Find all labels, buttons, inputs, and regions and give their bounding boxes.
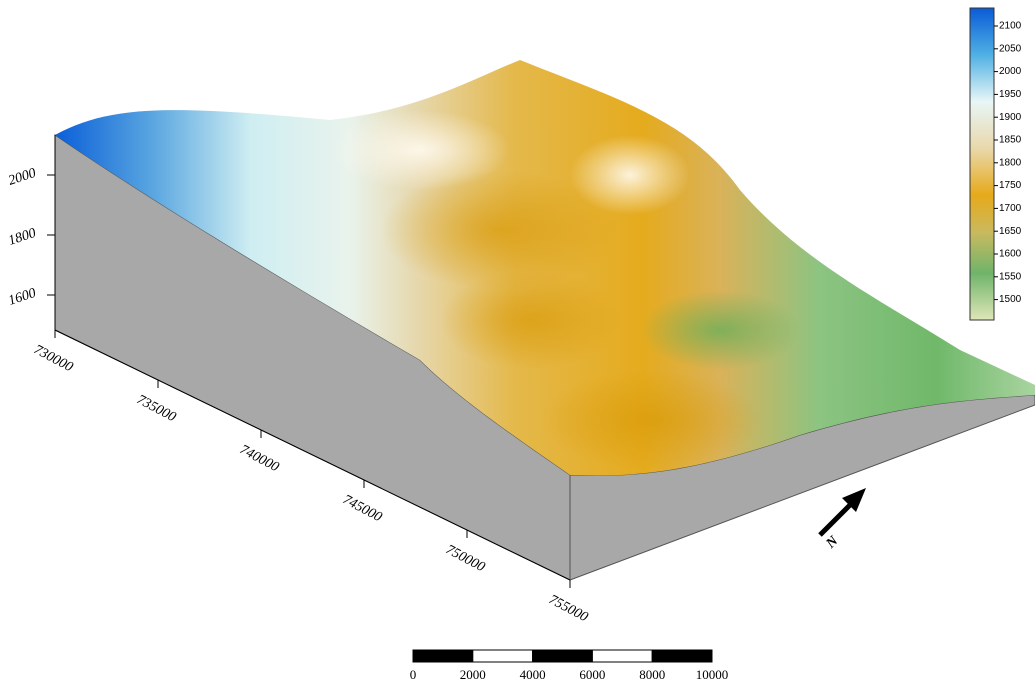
legend-label: 2000 (999, 66, 1022, 77)
easting-label: 745000 (340, 492, 384, 525)
legend-label: 1750 (999, 180, 1022, 191)
elevation-label: 2000 (7, 166, 38, 189)
scale-label: 10000 (696, 667, 729, 682)
easting-label: 755000 (546, 592, 590, 625)
easting-label: 735000 (134, 392, 178, 425)
scale-segment (473, 650, 533, 662)
legend-label: 1850 (999, 135, 1022, 146)
scale-label: 6000 (579, 667, 605, 682)
legend-label: 1500 (999, 294, 1022, 305)
terrain-map: 2100 2050 2000 1950 1900 1850 1800 1750 1700 1650… (0, 0, 1035, 685)
north-label: N (823, 533, 842, 552)
scale-bar: 0 2000 4000 6000 8000 10000 (410, 650, 729, 682)
easting-label: 730000 (31, 342, 75, 375)
color-legend: 2100 2050 2000 1950 1900 1850 1800 1750 1700 1650… (970, 8, 1022, 320)
legend-label: 1700 (999, 203, 1022, 214)
legend-label: 2100 (999, 21, 1022, 32)
easting-label: 740000 (237, 442, 281, 475)
legend-label: 1650 (999, 226, 1022, 237)
elevation-label: 1800 (7, 226, 38, 249)
legend-label: 1550 (999, 271, 1022, 282)
scale-label: 0 (410, 667, 417, 682)
legend-label: 1600 (999, 249, 1022, 260)
elevation-label: 1600 (7, 286, 38, 309)
scale-segment (592, 650, 652, 662)
scale-label: 8000 (639, 667, 665, 682)
legend-label: 1950 (999, 89, 1022, 100)
scale-segment (413, 650, 473, 662)
north-arrow: N (820, 488, 866, 552)
scale-label: 2000 (460, 667, 486, 682)
easting-label: 750000 (443, 542, 487, 575)
legend-label: 2050 (999, 43, 1022, 54)
scale-segment (533, 650, 593, 662)
legend-label: 1800 (999, 157, 1022, 168)
scale-segment (652, 650, 712, 662)
scale-label: 4000 (520, 667, 546, 682)
legend-label: 1900 (999, 112, 1022, 123)
